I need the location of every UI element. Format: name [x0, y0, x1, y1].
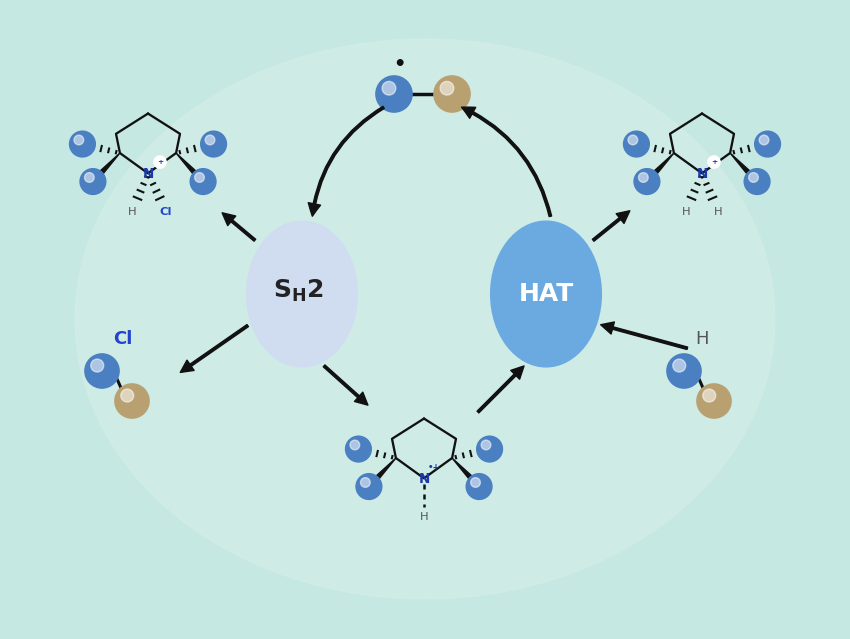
Ellipse shape: [247, 222, 357, 367]
Text: +: +: [157, 159, 163, 165]
FancyArrowPatch shape: [601, 322, 688, 350]
Text: H: H: [713, 207, 722, 217]
Circle shape: [74, 135, 83, 145]
Circle shape: [84, 173, 94, 182]
Text: H: H: [420, 512, 428, 522]
Text: •: •: [393, 54, 405, 73]
Circle shape: [467, 473, 492, 499]
Text: Cl: Cl: [113, 330, 133, 348]
Polygon shape: [176, 153, 205, 183]
Circle shape: [759, 135, 769, 145]
Circle shape: [481, 440, 490, 450]
Circle shape: [745, 169, 770, 194]
Circle shape: [634, 169, 660, 194]
Circle shape: [70, 131, 95, 157]
Text: H: H: [128, 207, 137, 217]
FancyArrowPatch shape: [309, 106, 384, 216]
Ellipse shape: [75, 39, 775, 599]
FancyArrowPatch shape: [222, 213, 256, 241]
Text: H: H: [682, 207, 690, 217]
Circle shape: [624, 131, 649, 157]
Polygon shape: [452, 458, 481, 489]
Circle shape: [195, 173, 204, 182]
FancyArrowPatch shape: [180, 325, 248, 373]
FancyArrowPatch shape: [592, 211, 630, 242]
Text: HAT: HAT: [518, 282, 574, 306]
Circle shape: [755, 131, 780, 157]
Circle shape: [356, 473, 382, 499]
Text: Cl: Cl: [160, 207, 173, 217]
Polygon shape: [91, 153, 120, 183]
FancyArrowPatch shape: [323, 365, 368, 405]
Circle shape: [360, 477, 371, 488]
Circle shape: [350, 440, 360, 450]
Circle shape: [708, 156, 720, 168]
Polygon shape: [730, 153, 759, 183]
Text: N: N: [418, 472, 430, 486]
Circle shape: [628, 135, 638, 145]
Circle shape: [749, 173, 758, 182]
FancyArrowPatch shape: [477, 366, 524, 413]
Circle shape: [80, 169, 105, 194]
Circle shape: [154, 156, 166, 168]
Text: •+: •+: [428, 463, 440, 472]
Circle shape: [667, 354, 701, 388]
Circle shape: [115, 384, 149, 418]
Circle shape: [382, 81, 396, 95]
Polygon shape: [366, 458, 396, 489]
Ellipse shape: [491, 222, 601, 367]
Circle shape: [477, 436, 502, 462]
Circle shape: [440, 81, 454, 95]
Circle shape: [471, 477, 480, 488]
Circle shape: [638, 173, 649, 182]
Text: N: N: [696, 167, 708, 181]
Text: N: N: [142, 167, 154, 181]
Text: H: H: [695, 330, 709, 348]
Circle shape: [703, 389, 716, 402]
Circle shape: [201, 131, 226, 157]
FancyArrowPatch shape: [462, 107, 552, 217]
Circle shape: [205, 135, 215, 145]
Text: +: +: [711, 159, 717, 165]
Circle shape: [85, 354, 119, 388]
Polygon shape: [645, 153, 674, 183]
Circle shape: [697, 384, 731, 418]
Text: $\mathbf{S}_\mathbf{H}\mathbf{2}$: $\mathbf{S}_\mathbf{H}\mathbf{2}$: [273, 278, 323, 304]
Circle shape: [376, 76, 412, 112]
Circle shape: [673, 359, 686, 372]
Circle shape: [190, 169, 216, 194]
Circle shape: [91, 359, 104, 372]
Circle shape: [121, 389, 133, 402]
Circle shape: [434, 76, 470, 112]
Circle shape: [346, 436, 371, 462]
